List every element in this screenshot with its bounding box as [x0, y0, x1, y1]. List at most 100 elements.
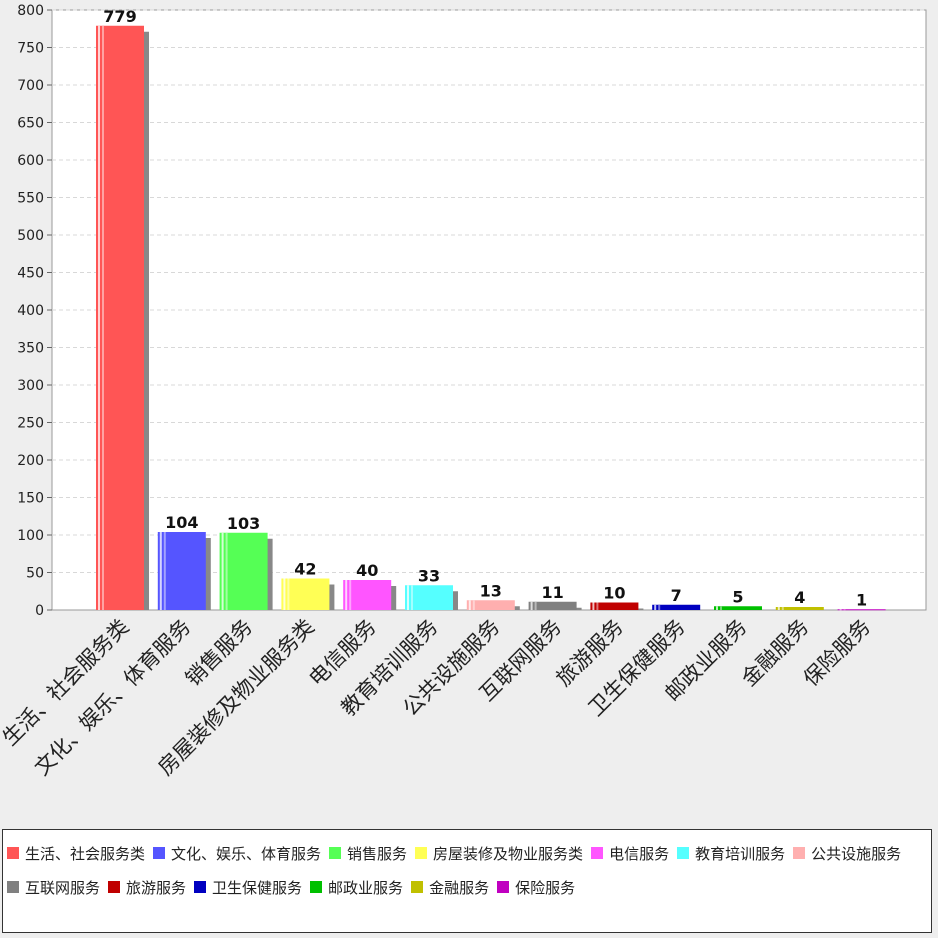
legend-item: 公共设施服务: [793, 836, 901, 870]
data-label: 104: [165, 513, 198, 532]
bar-highlight: [407, 585, 409, 610]
data-label: 779: [103, 7, 136, 26]
legend-label: 文化、娱乐、体育服务: [171, 844, 322, 863]
bar-highlight: [534, 601, 537, 610]
y-tick-label: 300: [17, 378, 44, 394]
bar-highlight: [163, 532, 166, 610]
bar: [652, 604, 701, 610]
legend-item: 文化、娱乐、体育服务: [153, 836, 321, 870]
bar-highlight: [839, 609, 842, 611]
legend-swatch: [677, 847, 690, 859]
bar-highlight: [225, 532, 228, 610]
data-label: 5: [732, 587, 743, 606]
data-label: 10: [603, 584, 625, 603]
bar-highlight: [654, 604, 657, 610]
bar: [528, 601, 577, 610]
data-label: 1: [856, 590, 867, 609]
chart-canvas: 0 50 100 150 200 250 300 350 400 450 500 550 600 650 7…: [0, 3, 927, 780]
y-tick-label: 0: [35, 603, 44, 619]
bar-highlight: [283, 578, 286, 610]
legend-label: 销售服务: [347, 844, 408, 863]
y-tick-label: 400: [17, 303, 44, 319]
bar-highlight: [530, 601, 533, 610]
legend-label: 金融服务: [429, 878, 490, 897]
legend-item: 互联网服务: [7, 870, 100, 904]
data-label: 40: [356, 561, 378, 580]
legend-label: 互联网服务: [25, 878, 101, 897]
legend-item: 房屋装修及物业服务类: [415, 836, 583, 870]
legend-swatch: [108, 881, 121, 893]
bar-highlight: [349, 580, 352, 610]
y-tick-label: 350: [17, 341, 44, 357]
bar-highlight: [658, 604, 661, 610]
bar-highlight: [411, 585, 413, 610]
legend-swatch: [329, 847, 342, 859]
legend-label: 生活、社会服务类: [25, 844, 146, 863]
data-label: 33: [418, 566, 440, 585]
legend-swatch: [497, 881, 510, 893]
bar-highlight: [221, 532, 224, 610]
bar-highlight: [102, 25, 104, 610]
legend-item: 销售服务: [329, 836, 407, 870]
bar: [837, 609, 886, 611]
y-tick-label: 100: [17, 528, 44, 544]
bar: [714, 606, 762, 610]
bar-highlight: [596, 602, 599, 610]
legend-label: 保险服务: [515, 878, 576, 897]
legend-item: 教育培训服务: [677, 836, 785, 870]
legend-item: 邮政业服务: [310, 870, 403, 904]
legend: 生活、社会服务类 文化、娱乐、体育服务 销售服务 房屋装修及物业服务类 电信服务 教育培训…: [2, 829, 932, 933]
legend-swatch: [411, 881, 424, 893]
bar-highlight: [592, 602, 595, 610]
legend-item: 电信服务: [591, 836, 669, 870]
bar-highlight: [472, 600, 475, 610]
data-label: 7: [671, 586, 682, 605]
legend-item: 金融服务: [411, 870, 489, 904]
legend-label: 公共设施服务: [811, 844, 902, 863]
data-label: 42: [294, 560, 316, 579]
bar: [466, 600, 515, 610]
legend-label: 旅游服务: [126, 878, 187, 897]
y-tick-label: 600: [17, 153, 44, 169]
data-label: 11: [541, 583, 563, 602]
bar: [775, 607, 824, 610]
legend-label: 教育培训服务: [695, 844, 786, 863]
data-label: 13: [480, 581, 502, 600]
legend-swatch: [7, 881, 19, 893]
bar-highlight: [159, 532, 162, 610]
legend-label: 邮政业服务: [328, 878, 404, 897]
legend-swatch: [793, 847, 806, 859]
y-tick-label: 50: [26, 566, 44, 582]
y-tick-label: 700: [17, 78, 44, 94]
bar-highlight: [777, 607, 780, 610]
bar-highlight: [716, 606, 718, 610]
y-tick-label: 450: [17, 266, 44, 282]
bar-chart: 0 50 100 150 200 250 300 350 400 450 500 550 600 650 7…: [0, 3, 927, 780]
y-tick-label: 200: [17, 453, 44, 469]
y-tick-label: 650: [17, 116, 44, 132]
y-tick-label: 800: [17, 3, 44, 19]
bar: [590, 602, 639, 610]
legend-swatch: [194, 881, 207, 893]
y-tick-label: 500: [17, 228, 44, 244]
bar-highlight: [98, 25, 100, 610]
x-tick-label: 保险服务: [799, 615, 875, 691]
y-tick-label: 750: [17, 41, 44, 57]
x-tick-label: 金融服务: [737, 615, 813, 691]
legend-swatch: [7, 847, 19, 859]
legend-label: 电信服务: [609, 844, 670, 863]
legend-swatch: [415, 847, 428, 859]
legend-item: 保险服务: [497, 870, 575, 904]
bar-highlight: [843, 609, 846, 611]
bar-highlight: [287, 578, 290, 610]
legend-label: 卫生保健服务: [212, 878, 303, 897]
bar-highlight: [468, 600, 471, 610]
legend-item: 旅游服务: [108, 870, 186, 904]
data-label: 103: [227, 514, 260, 533]
legend-swatch: [591, 847, 604, 859]
legend-item: 卫生保健服务: [194, 870, 302, 904]
y-tick-label: 250: [17, 416, 44, 432]
legend-swatch: [310, 881, 323, 893]
y-tick-label: 150: [17, 491, 44, 507]
data-label: 4: [794, 588, 805, 607]
